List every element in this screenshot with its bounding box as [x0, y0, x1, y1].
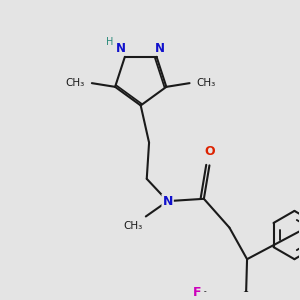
- Text: N: N: [116, 42, 126, 55]
- Text: CH₃: CH₃: [196, 78, 216, 88]
- Text: H: H: [106, 37, 114, 46]
- Text: CH₃: CH₃: [66, 78, 85, 88]
- Text: O: O: [204, 146, 215, 158]
- Text: N: N: [155, 42, 165, 55]
- Text: CH₃: CH₃: [123, 220, 142, 231]
- Text: N: N: [163, 195, 173, 208]
- Text: F: F: [193, 286, 201, 299]
